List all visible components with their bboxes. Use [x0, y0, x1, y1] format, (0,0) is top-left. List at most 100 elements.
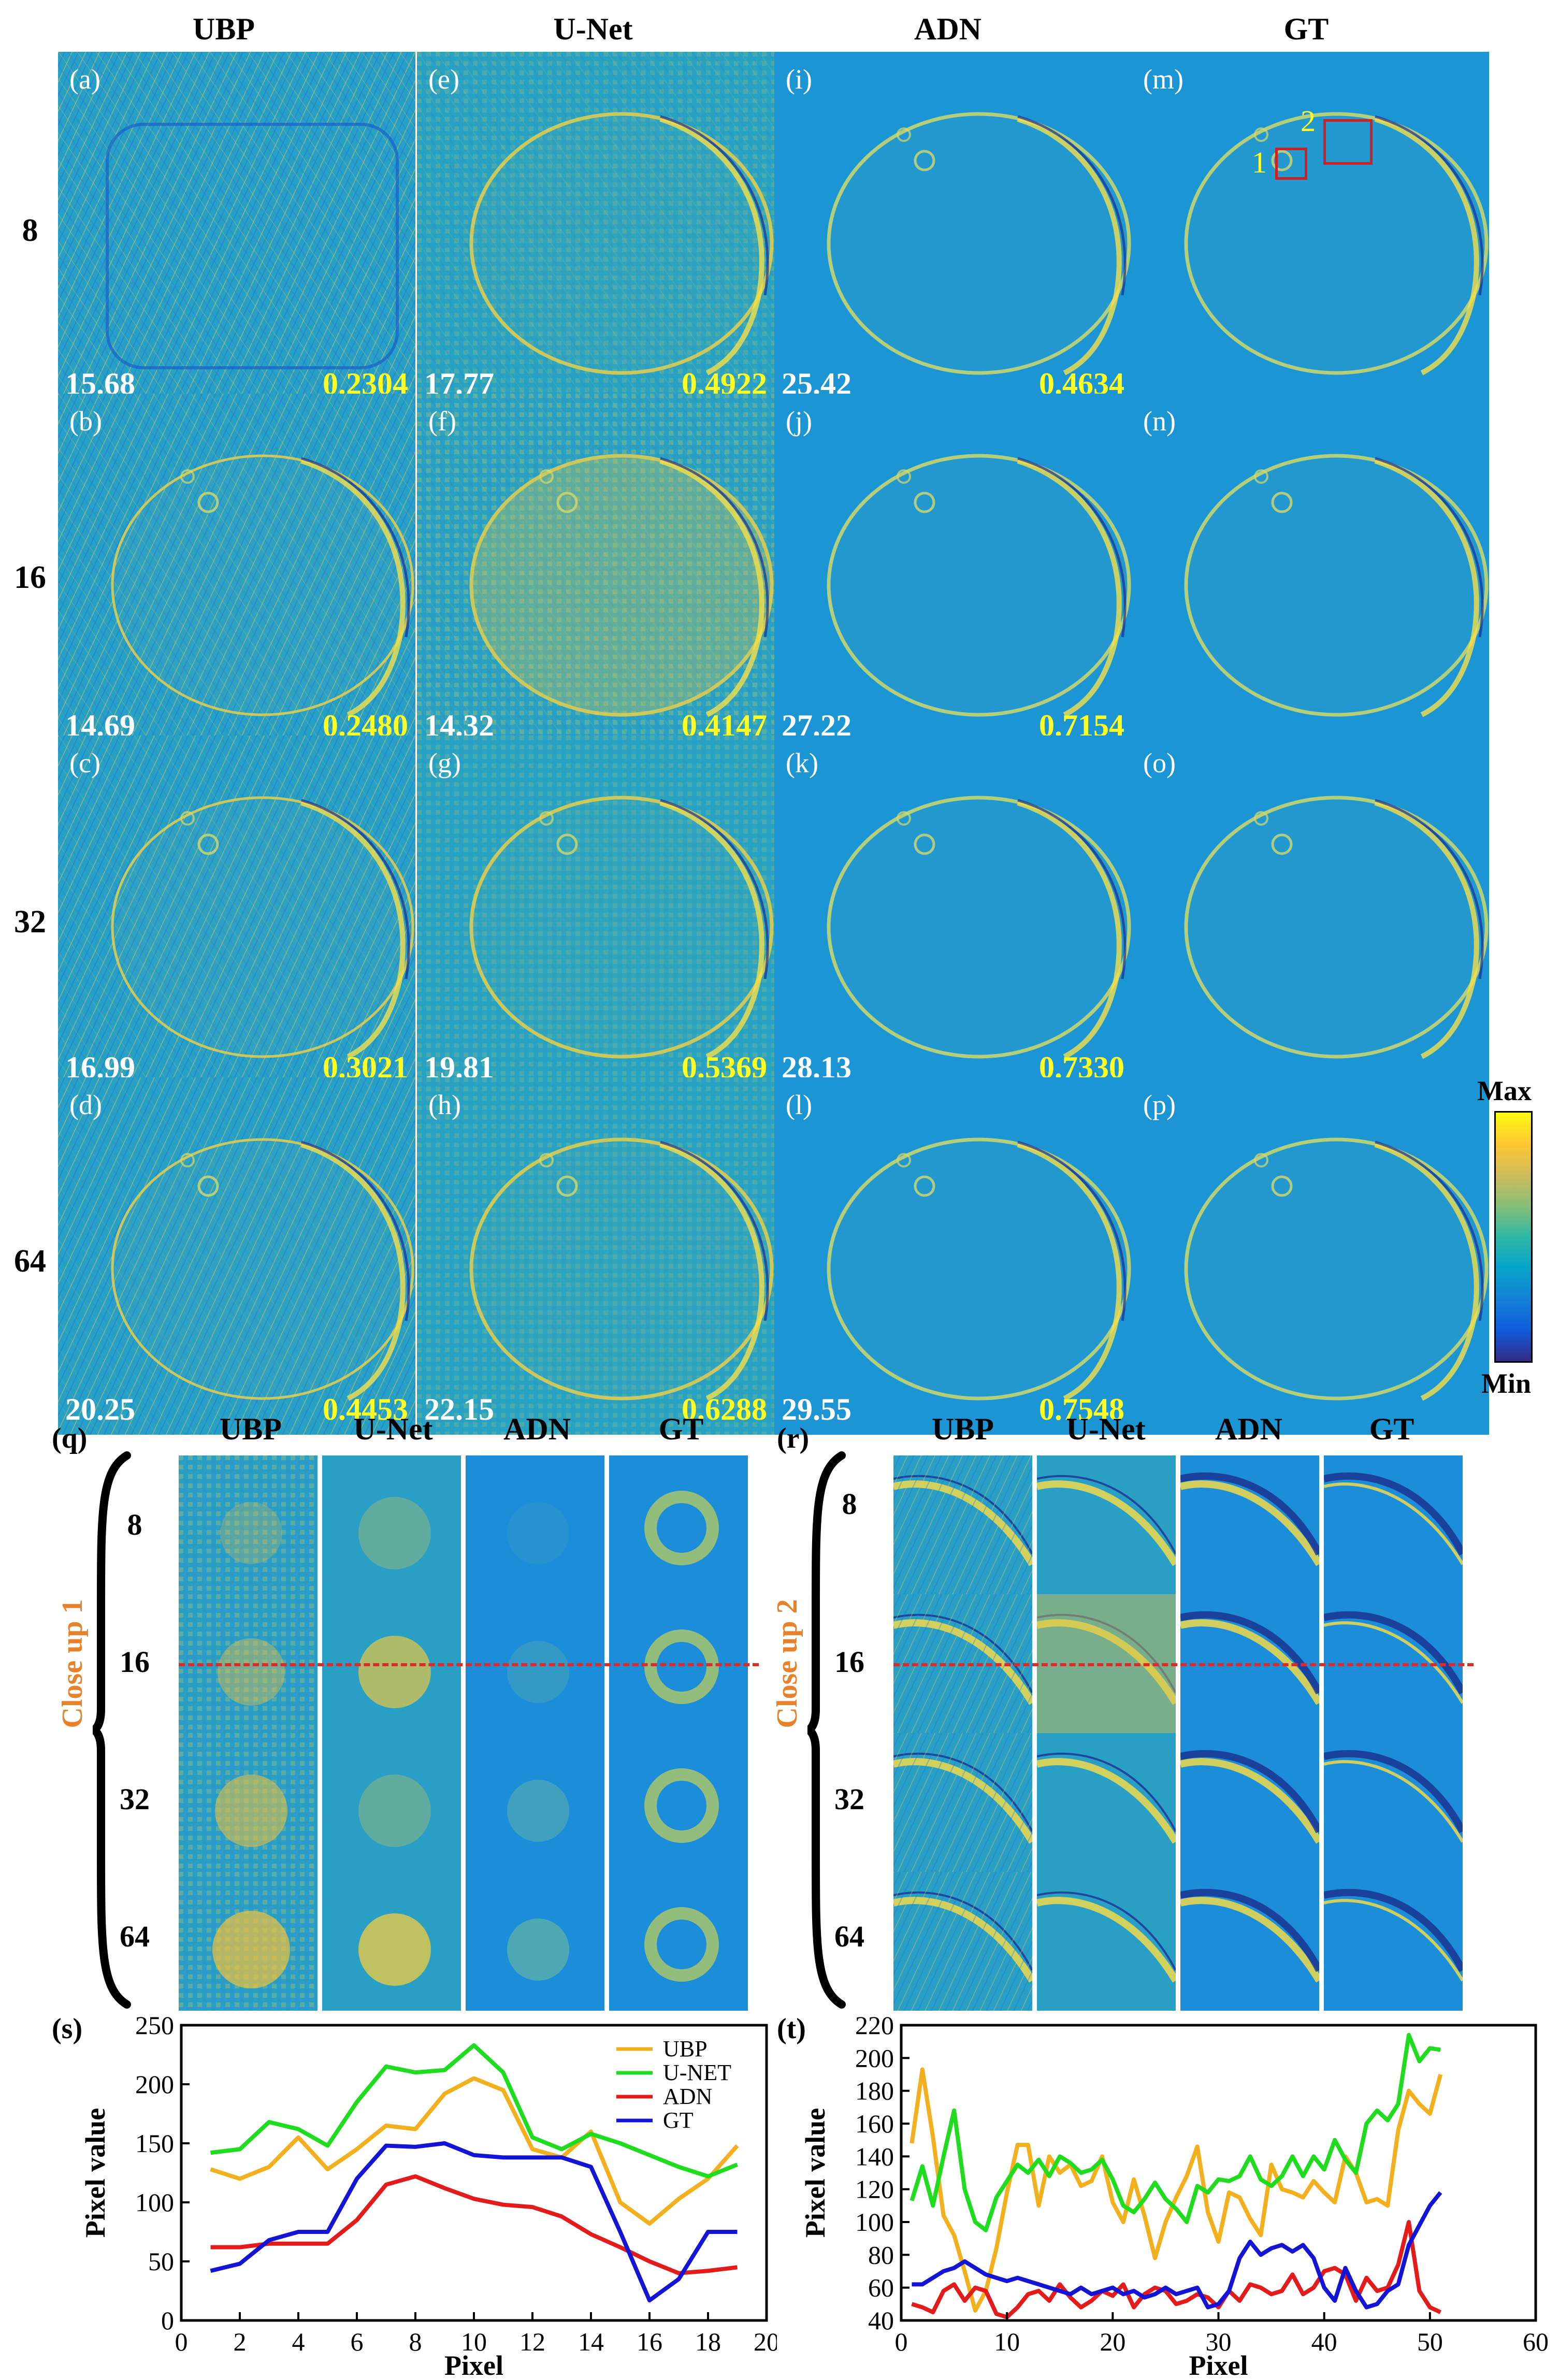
- closeup1-header-unet: U-Net: [353, 1412, 433, 1446]
- y-tick-label: 100: [855, 2208, 894, 2237]
- x-tick-label: 30: [1206, 2327, 1232, 2356]
- colorbar: [1494, 1111, 1533, 1363]
- closeup1-tile-adn-64: [466, 1872, 604, 2011]
- closeup1-tile-adn-32: [466, 1733, 604, 1872]
- closeup1-row-8: 8: [127, 1508, 142, 1541]
- image-panel-ubp-8: (a) 15.68 0.2304: [58, 52, 415, 409]
- roi-box-1: [1275, 148, 1307, 180]
- closeup1-row-64: 64: [120, 1920, 150, 1953]
- panel-label: (f): [428, 406, 456, 437]
- closeup2-tile-gt-8: [1324, 1455, 1463, 1594]
- legend-entry-gt: GT: [663, 2108, 694, 2133]
- closeup1-header-adn: ADN: [503, 1412, 571, 1446]
- row-label-16: 16: [14, 560, 46, 595]
- closeup2-tile-unet-8: [1037, 1455, 1176, 1594]
- image-panel-unet-8: (e) 17.77 0.4922: [417, 52, 774, 409]
- ssim-value: 0.6288: [682, 1392, 767, 1426]
- image-panel-gt-16: (n): [1132, 394, 1489, 751]
- colorbar-max-label: Max: [1477, 1075, 1532, 1106]
- y-tick-label: 250: [135, 2011, 174, 2040]
- x-tick-label: 18: [695, 2327, 721, 2356]
- row-label-64: 64: [14, 1244, 46, 1279]
- closeup1-header-gt: GT: [658, 1412, 704, 1446]
- closeup2-tile-adn-64: [1180, 1872, 1319, 2011]
- x-tick-label: 20: [754, 2327, 777, 2356]
- closeup1-tile-unet-8: [322, 1455, 461, 1594]
- y-tick-label: 200: [855, 2043, 894, 2072]
- panel-label-r: (r): [777, 1422, 810, 1454]
- y-tick-label: 180: [855, 2076, 894, 2105]
- x-axis-label: Pixel: [1189, 2350, 1248, 2380]
- x-tick-label: 10: [461, 2327, 487, 2356]
- closeup1-tile-gt-64: [609, 1872, 748, 2011]
- panel-label: (n): [1143, 406, 1176, 437]
- ssim-value: 0.7548: [1039, 1392, 1124, 1426]
- closeup1-tile-gt-8: [609, 1455, 748, 1594]
- legend-entry-ubp: UBP: [663, 2036, 708, 2061]
- series-line-gt: [210, 2141, 738, 2303]
- closeup2-tile-ubp-8: [893, 1455, 1032, 1594]
- closeup1-tile-ubp-32: [179, 1733, 317, 1872]
- closeup2-brace: [806, 1451, 846, 2009]
- column-header-ubp: UBP: [193, 12, 255, 46]
- panel-label: (h): [428, 1089, 461, 1120]
- image-panel-gt-8: (m) 1 2: [1132, 52, 1489, 409]
- series-line-gt: [912, 2191, 1442, 2310]
- x-tick-label: 14: [578, 2327, 604, 2356]
- series-line-ubp: [210, 2076, 739, 2226]
- y-tick-label: 160: [855, 2109, 894, 2138]
- y-tick-label: 60: [868, 2273, 894, 2302]
- closeup2-tile-unet-32: [1037, 1733, 1176, 1872]
- series-line-adn: [210, 2174, 738, 2275]
- series-line-u-net: [210, 2043, 738, 2179]
- ssim-value: 0.4453: [323, 1392, 408, 1426]
- panel-label: (a): [69, 64, 100, 95]
- closeup1-profile-line: [179, 1663, 759, 1666]
- y-tick-label: 120: [855, 2175, 894, 2204]
- panel-label-q: (q): [52, 1422, 88, 1454]
- series-line-u-net: [910, 2033, 1441, 2232]
- x-tick-label: 0: [175, 2327, 188, 2356]
- closeup1-brace: [92, 1451, 131, 2009]
- x-tick-label: 50: [1417, 2327, 1443, 2356]
- closeup2-tile-adn-8: [1180, 1455, 1319, 1594]
- closeup2-header-unet: U-Net: [1066, 1412, 1146, 1446]
- column-header-unet: U-Net: [553, 12, 633, 46]
- panel-label: (i): [786, 64, 812, 95]
- x-tick-label: 6: [351, 2327, 364, 2356]
- closeup1-tile-ubp-8: [179, 1455, 317, 1594]
- panel-label: (m): [1143, 64, 1183, 95]
- psnr-value: 22.15: [424, 1392, 494, 1426]
- psnr-value: 29.55: [782, 1392, 851, 1426]
- y-tick-label: 200: [135, 2070, 174, 2099]
- x-tick-label: 12: [519, 2327, 545, 2356]
- image-panel-unet-32: (g) 19.81 0.5369: [417, 735, 774, 1093]
- closeup2-tile-ubp-64: [893, 1872, 1032, 2011]
- image-panel-adn-8: (i) 25.42 0.4634: [774, 52, 1132, 409]
- column-header-gt: GT: [1283, 12, 1329, 46]
- panel-label: (d): [69, 1089, 102, 1120]
- closeup2-tile-gt-32: [1324, 1733, 1463, 1872]
- y-tick-label: 40: [868, 2306, 894, 2335]
- row-label-8: 8: [22, 213, 38, 248]
- image-panel-unet-64: (h) 22.15 0.6288: [417, 1077, 774, 1435]
- x-tick-label: 2: [234, 2327, 247, 2356]
- roi-box-2: [1323, 119, 1373, 165]
- image-panel-ubp-16: (b) 14.69 0.2480: [58, 394, 415, 751]
- x-axis-label: Pixel: [444, 2350, 503, 2380]
- closeup2-tile-adn-32: [1180, 1733, 1319, 1872]
- y-tick-label: 150: [135, 2129, 174, 2158]
- roi-label-2: 2: [1301, 104, 1316, 138]
- x-tick-label: 40: [1311, 2327, 1337, 2356]
- image-panel-ubp-64: (d) 20.25 0.4453: [58, 1077, 415, 1435]
- closeup2-title: Close up 2: [771, 1599, 803, 1728]
- legend-entry-u-net: U-NET: [663, 2060, 731, 2085]
- panel-label: (o): [1143, 747, 1176, 778]
- closeup1-tile-ubp-64: [179, 1872, 317, 2011]
- x-tick-label: 4: [292, 2327, 305, 2356]
- panel-label: (p): [1143, 1089, 1176, 1120]
- closeup2-row-32: 32: [834, 1782, 864, 1816]
- panel-label-t: (t): [777, 2013, 806, 2045]
- y-tick-label: 100: [135, 2188, 174, 2217]
- closeup2-header-adn: ADN: [1215, 1412, 1282, 1446]
